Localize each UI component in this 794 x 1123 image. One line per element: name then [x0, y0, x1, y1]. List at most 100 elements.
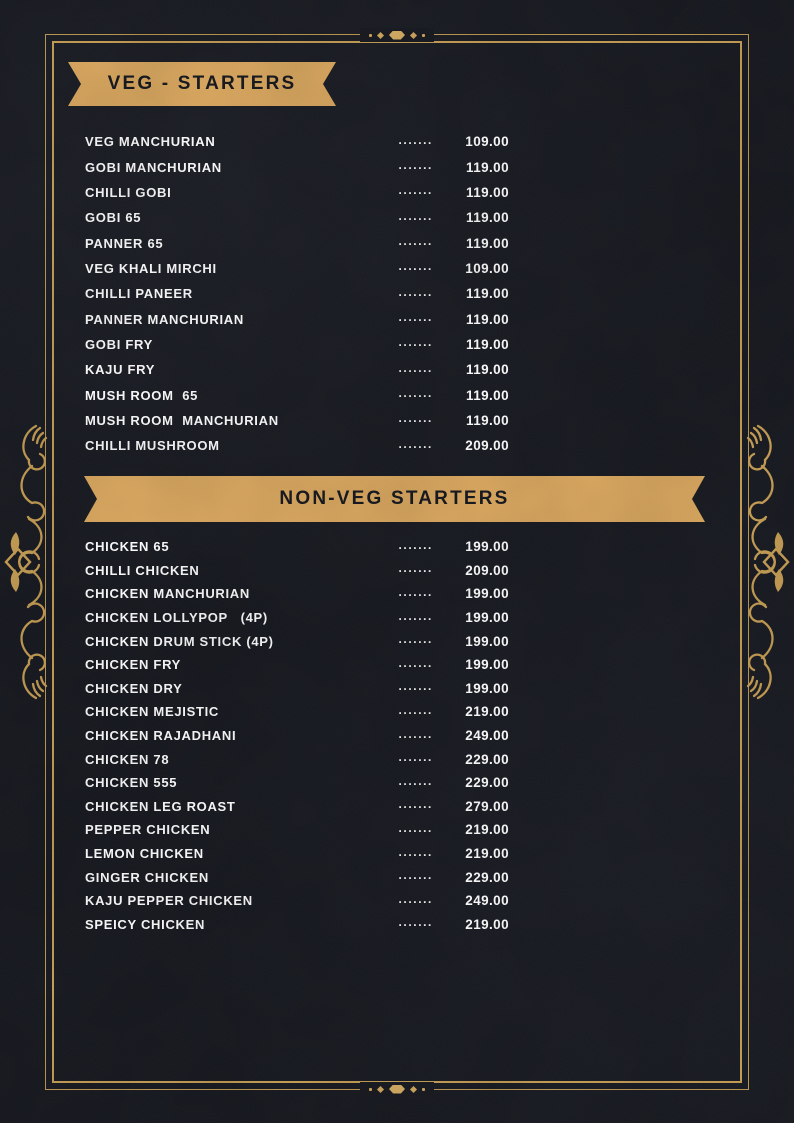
dot-leader: .......	[398, 234, 433, 249]
menu-item-row: CHILLI PANEER....... 119.00	[85, 281, 509, 306]
top-diamond-divider-ornament	[360, 28, 434, 42]
item-price: 249.00	[465, 728, 509, 744]
menu-item-row: CHILLI GOBI....... 119.00	[85, 180, 509, 205]
item-name: LEMON CHICKEN	[85, 846, 204, 862]
item-name: CHICKEN RAJADHANI	[85, 728, 237, 744]
item-name: PANNER 65	[85, 235, 164, 251]
item-price: 219.00	[465, 916, 509, 932]
menu-item-row: KAJU PEPPER CHICKEN....... 249.00	[85, 889, 509, 913]
item-name: GOBI MANCHURIAN	[85, 159, 222, 175]
divider-diamond-icon	[389, 30, 405, 40]
dot-leader: .......	[398, 632, 433, 647]
menu-item-row: CHICKEN 555....... 229.00	[85, 771, 509, 795]
item-price: 219.00	[465, 846, 509, 862]
menu-item-row: CHICKEN DRUM STICK (4P)....... 199.00	[85, 629, 509, 653]
item-name: GOBI 65	[85, 210, 142, 226]
item-name: CHICKEN 78	[85, 751, 170, 767]
dot-leader: .......	[398, 915, 433, 930]
menu-item-row: LEMON CHICKEN....... 219.00	[85, 842, 509, 866]
item-price: 279.00	[465, 798, 509, 814]
dot-leader: .......	[398, 820, 433, 835]
non-veg-starters-title: NON-VEG STARTERS	[279, 488, 510, 509]
dot-leader: .......	[398, 773, 433, 788]
item-price: 199.00	[465, 539, 509, 555]
item-price: 119.00	[466, 235, 509, 251]
item-name: CHICKEN 555	[85, 775, 178, 791]
item-price: 119.00	[466, 336, 509, 352]
item-price: 209.00	[465, 438, 509, 454]
item-name: SPEICY CHICKEN	[85, 916, 206, 932]
dot-leader: .......	[398, 702, 433, 717]
menu-item-row: VEG KHALI MIRCHI....... 109.00	[85, 256, 509, 281]
item-name: CHICKEN MANCHURIAN	[85, 586, 250, 602]
veg-starters-title: VEG - STARTERS	[107, 73, 297, 94]
item-price: 199.00	[465, 657, 509, 673]
dot-leader: .......	[398, 436, 433, 451]
menu-item-row: MUSH ROOM MANCHURIAN....... 119.00	[85, 408, 509, 433]
menu-item-row: CHICKEN 78....... 229.00	[85, 747, 509, 771]
dot-leader: .......	[398, 259, 433, 274]
item-name: CHICKEN DRUM STICK (4P)	[85, 633, 274, 649]
item-name: CHILLI GOBI	[85, 184, 172, 200]
menu-item-row: CHICKEN LOLLYPOP (4P)....... 199.00	[85, 606, 509, 630]
menu-item-row: CHILLI CHICKEN....... 209.00	[85, 559, 509, 583]
menu-item-row: CHICKEN LEG ROAST....... 279.00	[85, 795, 509, 819]
menu-item-row: CHICKEN FRY....... 199.00	[85, 653, 509, 677]
item-name: GOBI FRY	[85, 336, 153, 352]
item-price: 209.00	[465, 562, 509, 578]
dot-leader: .......	[398, 208, 433, 223]
item-price: 219.00	[465, 704, 509, 720]
item-price: 219.00	[465, 822, 509, 838]
item-name: CHICKEN FRY	[85, 657, 182, 673]
item-name: CHICKEN 65	[85, 539, 170, 555]
divider-mini-diamond-icon	[409, 1085, 418, 1093]
menu-item-row: CHICKEN MANCHURIAN....... 199.00	[85, 582, 509, 606]
item-name: CHILLI CHICKEN	[85, 562, 200, 578]
menu-item-row: CHICKEN MEJISTIC....... 219.00	[85, 700, 509, 724]
divider-dot-icon	[369, 33, 372, 37]
menu-item-row: MUSH ROOM 65....... 119.00	[85, 382, 509, 407]
dot-leader: .......	[398, 386, 433, 401]
item-name: KAJU PEPPER CHICKEN	[85, 893, 253, 909]
item-name: PEPPER CHICKEN	[85, 822, 211, 838]
item-price: 199.00	[465, 680, 509, 696]
item-name: VEG MANCHURIAN	[85, 134, 216, 150]
menu-item-row: CHILLI MUSHROOM....... 209.00	[85, 433, 509, 458]
non-veg-starters-list: CHICKEN 65....... 199.00 CHILLI CHICKEN...…	[85, 535, 509, 936]
dot-leader: .......	[398, 608, 433, 623]
menu-item-row: VEG MANCHURIAN....... 109.00	[85, 129, 509, 154]
dot-leader: .......	[398, 797, 433, 812]
item-price: 229.00	[465, 869, 509, 885]
menu-item-row: CHICKEN DRY....... 199.00	[85, 677, 509, 701]
dot-leader: .......	[398, 360, 433, 375]
divider-dot-icon	[369, 1087, 372, 1091]
item-price: 229.00	[465, 751, 509, 767]
item-price: 119.00	[466, 286, 509, 302]
menu-item-row: PEPPER CHICKEN....... 219.00	[85, 818, 509, 842]
dot-leader: .......	[398, 537, 433, 552]
item-name: CHILLI PANEER	[85, 286, 193, 302]
item-price: 199.00	[465, 586, 509, 602]
item-price: 119.00	[466, 210, 509, 226]
item-price: 119.00	[466, 184, 509, 200]
divider-diamond-icon	[389, 1084, 405, 1094]
menu-item-row: CHICKEN 65....... 199.00	[85, 535, 509, 559]
right-scroll-flourish-icon	[746, 424, 790, 700]
item-name: KAJU FRY	[85, 362, 156, 378]
dot-leader: .......	[398, 132, 433, 147]
divider-mini-diamond-icon	[376, 1085, 385, 1093]
dot-leader: .......	[398, 750, 433, 765]
menu-item-row: PANNER MANCHURIAN....... 119.00	[85, 306, 509, 331]
dot-leader: .......	[398, 284, 433, 299]
left-scroll-flourish-icon	[4, 424, 48, 700]
item-price: 119.00	[466, 311, 509, 327]
item-price: 199.00	[465, 633, 509, 649]
menu-item-row: SPEICY CHICKEN....... 219.00	[85, 913, 509, 937]
menu-item-row: KAJU FRY....... 119.00	[85, 357, 509, 382]
dot-leader: .......	[398, 158, 433, 173]
item-price: 249.00	[465, 893, 509, 909]
item-price: 119.00	[466, 387, 509, 403]
dot-leader: .......	[398, 679, 433, 694]
dot-leader: .......	[398, 561, 433, 576]
